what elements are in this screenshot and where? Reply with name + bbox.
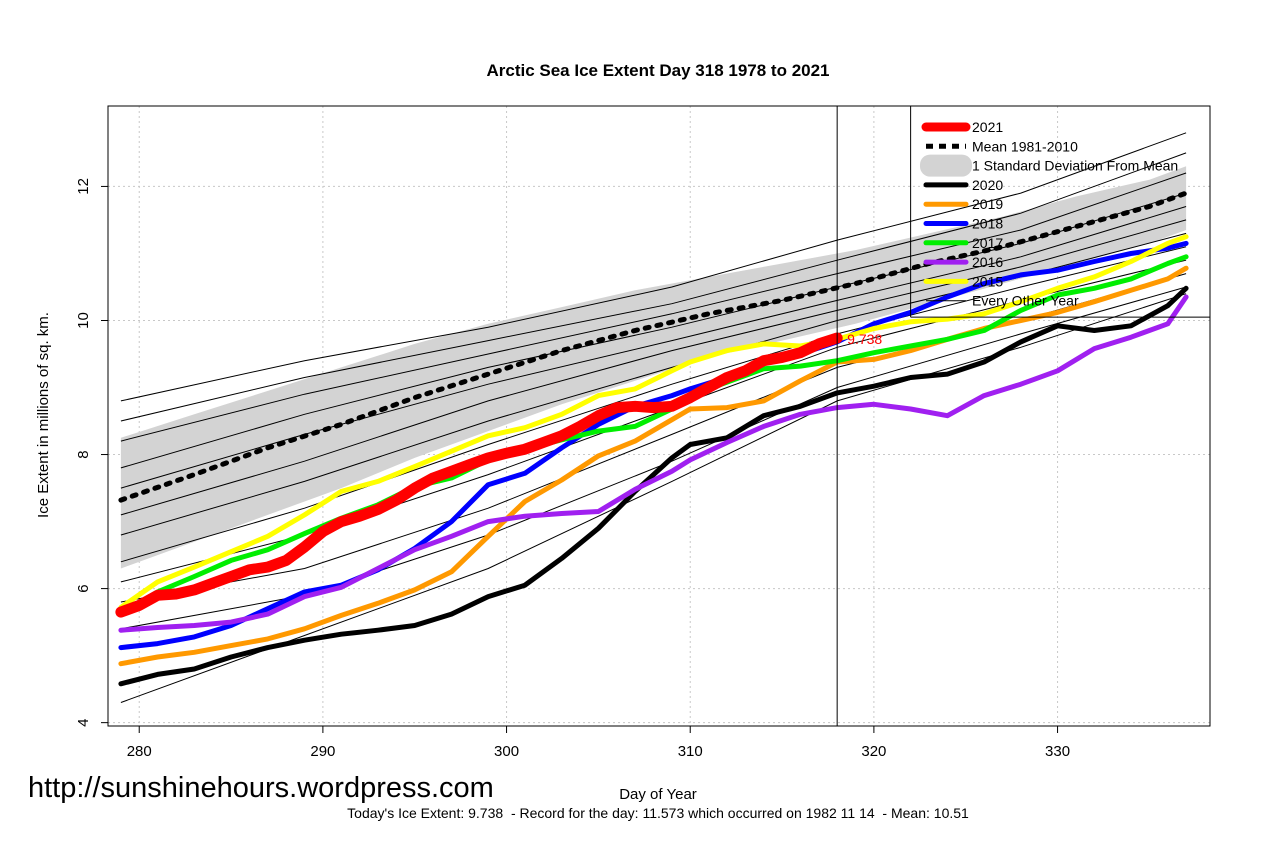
legend-label: Every Other Year	[972, 293, 1079, 309]
series-line-2015	[118, 234, 1189, 610]
mean-line	[118, 190, 1189, 503]
legend-label: Mean 1981-2010	[972, 138, 1078, 154]
x-axis-label: Day of Year	[619, 786, 697, 803]
series-line-2020	[118, 285, 1189, 687]
mean-line-group	[118, 190, 1189, 503]
x-tick-label: 310	[678, 743, 703, 760]
legend-label: 2017	[972, 235, 1003, 251]
x-tick-label: 320	[861, 743, 886, 760]
y-tick-label: 4	[75, 718, 92, 726]
legend-swatch-band	[920, 154, 972, 177]
x-tick-label: 290	[310, 743, 335, 760]
series-line-2016	[118, 294, 1189, 633]
watermark-url: http://sunshinehours.wordpress.com	[28, 772, 494, 804]
y-axis-label: Ice Extent in millions of sq. km.	[35, 312, 52, 518]
x-tick-label: 300	[494, 743, 519, 760]
x-tick-label: 280	[127, 743, 152, 760]
other-year-line	[120, 172, 1187, 442]
y-tick-label: 12	[75, 178, 92, 195]
x-tick-label: 330	[1045, 743, 1070, 760]
year-series	[115, 234, 1189, 687]
plot-frame	[107, 105, 1211, 727]
series-line-2019	[118, 265, 1189, 667]
other-year-line	[120, 219, 1187, 516]
series-line-2021	[115, 332, 843, 618]
y-tick-label: 10	[75, 312, 92, 329]
axes: 280 290 300 310 320 330 4 6 8 10 12	[75, 105, 1211, 760]
chart-title: Arctic Sea Ice Extent Day 318 1978 to 20…	[486, 61, 829, 80]
legend-label: 2018	[972, 216, 1003, 232]
legend-label: 2016	[972, 254, 1003, 270]
day-markers: 9.738	[836, 106, 1210, 726]
std-deviation-band	[120, 166, 1187, 569]
legend-label: 1 Standard Deviation From Mean	[972, 158, 1178, 174]
legend: 2021 Mean 1981-2010 1 Standard Deviation F…	[920, 119, 1178, 309]
legend-label: 2020	[972, 177, 1003, 193]
current-value-label: 9.738	[847, 331, 882, 347]
other-year-line	[120, 132, 1187, 402]
legend-label: 2021	[972, 119, 1003, 135]
other-year-line	[120, 293, 1187, 703]
legend-label: 2019	[972, 196, 1003, 212]
other-year-line	[120, 152, 1187, 422]
std-band	[120, 166, 1187, 569]
legend-label: 2015	[972, 273, 1003, 289]
series-line-2018	[118, 240, 1189, 651]
y-tick-label: 8	[75, 450, 92, 458]
y-tick-label: 6	[75, 584, 92, 592]
other-year-line	[120, 246, 1187, 563]
caption: Today's Ice Extent: 9.738 - Record for t…	[347, 805, 969, 821]
